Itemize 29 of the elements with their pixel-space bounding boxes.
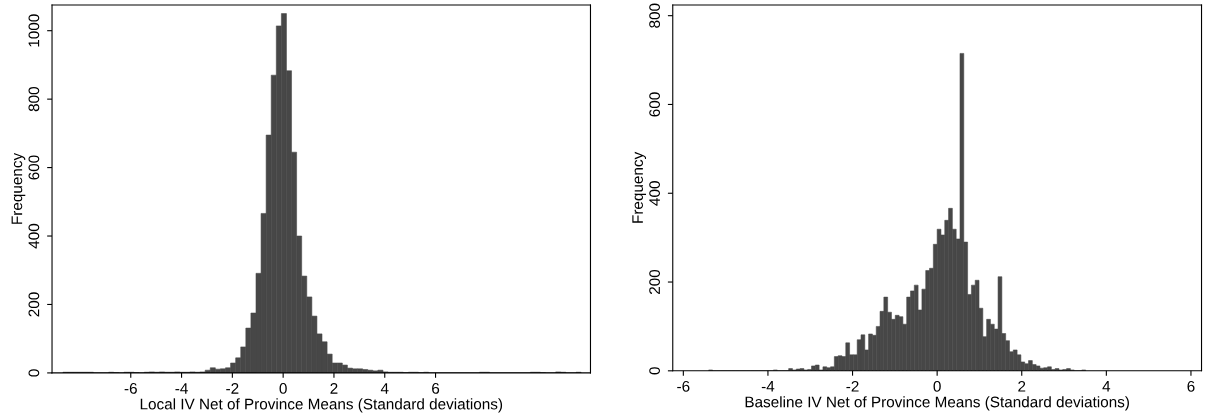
y-tick-label: 400 <box>649 181 661 206</box>
x-tick-label: 6 <box>432 383 440 394</box>
x-axis-title: Baseline IV Net of Province Means (Standard deviations) <box>745 396 1129 411</box>
y-tick-label: 1000 <box>28 14 40 47</box>
y-axis-title: Frequency <box>11 152 26 224</box>
x-tick-label: -4 <box>761 381 775 392</box>
y-tick-label: 600 <box>28 155 40 180</box>
y-tick-label: 400 <box>28 223 40 249</box>
x-tick-label: 2 <box>1018 380 1026 392</box>
x-tick-label: 6 <box>1187 380 1195 392</box>
x-tick-label: 0 <box>933 380 941 392</box>
x-tick-label: 2 <box>330 383 338 394</box>
y-axis-title: Frequency <box>632 151 647 223</box>
x-tick-label: -2 <box>846 380 859 392</box>
x-tick-label: 4 <box>1102 381 1111 392</box>
y-tick-label: 0 <box>28 369 40 377</box>
x-tick-label: 4 <box>380 383 389 394</box>
y-tick-label: 600 <box>649 92 661 117</box>
y-tick-label: 0 <box>649 367 661 375</box>
x-axis-title: Local IV Net of Province Means (Standard deviations) <box>140 398 503 413</box>
y-tick-label: 200 <box>649 269 661 295</box>
x-tick-label: 0 <box>279 383 287 394</box>
x-tick-label: -4 <box>175 383 188 394</box>
y-tick-label: 800 <box>649 3 661 28</box>
x-tick-label: -6 <box>124 383 137 394</box>
x-tick-label: -6 <box>677 380 690 392</box>
y-tick-label: 800 <box>28 86 40 112</box>
y-tick-label: 200 <box>28 292 40 317</box>
x-tick-label: -2 <box>226 383 239 394</box>
